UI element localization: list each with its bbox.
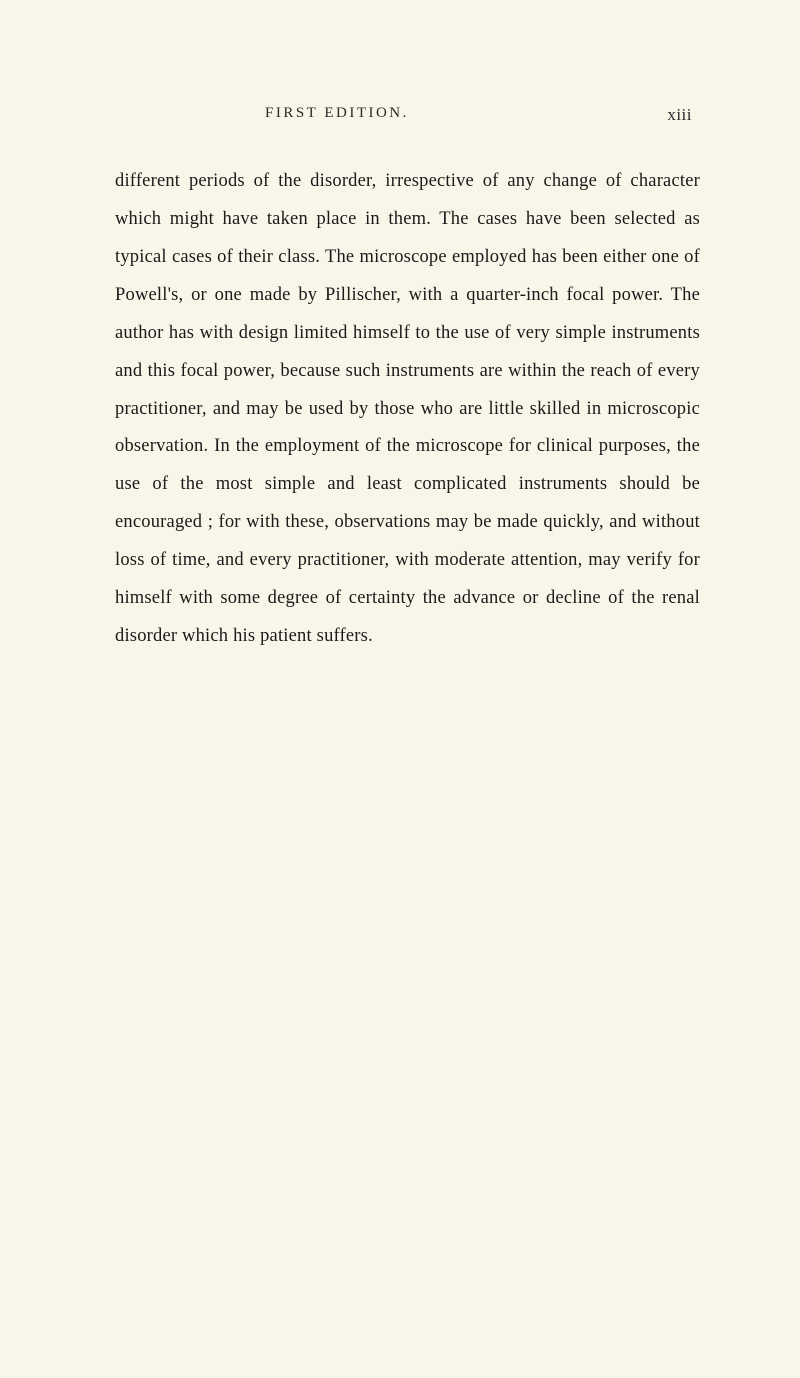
body-paragraph: different periods of the disorder, irres… <box>115 163 700 656</box>
page-number: xiii <box>667 105 692 125</box>
header-title: FIRST EDITION. <box>265 105 409 125</box>
page-header: FIRST EDITION. xiii <box>115 105 700 125</box>
book-page: FIRST EDITION. xiii different periods of… <box>0 0 800 716</box>
